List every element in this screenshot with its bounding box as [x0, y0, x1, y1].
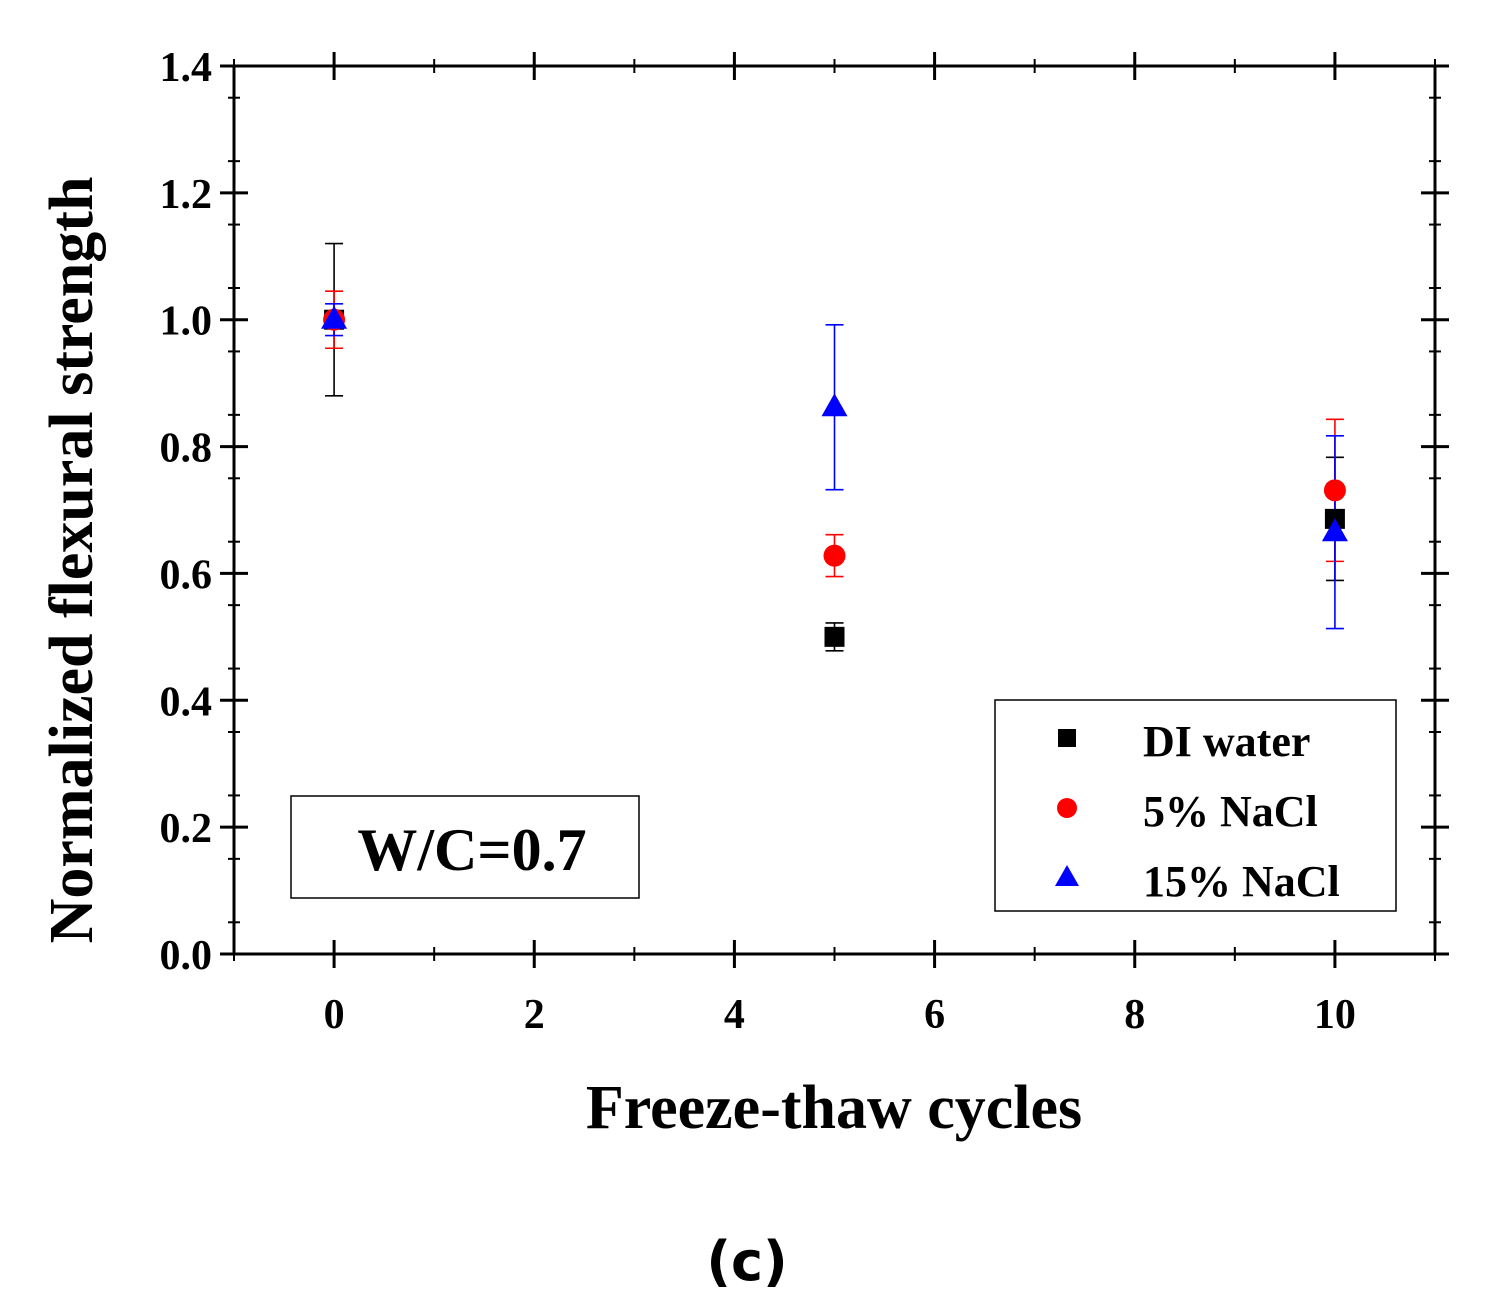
y-tick-label: 0.0 — [160, 933, 213, 979]
y-tick-label: 0.4 — [160, 679, 213, 725]
data-point-triangle — [1321, 518, 1348, 542]
x-axis-title: Freeze-thaw cycles — [586, 1074, 1082, 1142]
y-tick-label: 0.6 — [160, 552, 213, 598]
data-layer — [321, 242, 1348, 652]
data-point-triangle — [821, 393, 848, 417]
y-tick-label: 1.0 — [160, 299, 213, 345]
legend: DI water 5% NaCl 15% NaCl — [994, 699, 1397, 912]
legend-label-15-nacl: 15% NaCl — [1143, 857, 1340, 906]
panel-label: (c) — [706, 1230, 787, 1293]
y-tick-label: 0.8 — [160, 426, 213, 472]
data-point-circle — [823, 544, 846, 567]
x-tick-label: 4 — [724, 992, 745, 1038]
legend-marker-circle — [1057, 798, 1077, 818]
x-tick-label: 0 — [324, 992, 345, 1038]
legend-label-di-water: DI water — [1143, 717, 1310, 766]
x-tick-label: 10 — [1314, 992, 1356, 1038]
y-axis-ticks: 0.0 0.2 0.4 0.6 0.8 1.0 1.2 1.4 — [160, 45, 1449, 979]
y-tick-label: 1.2 — [160, 172, 213, 218]
data-point-triangle — [321, 305, 348, 329]
annotation-frame — [290, 795, 640, 899]
legend-marker-triangle — [1055, 865, 1079, 886]
annotation-text: W/C=0.7 — [357, 817, 586, 883]
x-tick-label: 8 — [1124, 992, 1145, 1038]
annotation-box: W/C=0.7 — [290, 795, 640, 899]
y-tick-label: 1.4 — [160, 45, 213, 91]
legend-marker-square — [1058, 729, 1076, 747]
y-axis-title: Normalized flexural strength — [38, 177, 106, 944]
x-axis-ticks: 0 2 4 6 8 10 — [233, 52, 1436, 1038]
legend-label-5-nacl: 5% NaCl — [1143, 787, 1318, 836]
y-tick-label: 0.2 — [160, 806, 213, 852]
data-point-square — [824, 626, 845, 647]
data-point-circle — [1323, 479, 1346, 502]
x-tick-label: 2 — [524, 992, 545, 1038]
x-tick-label: 6 — [924, 992, 945, 1038]
